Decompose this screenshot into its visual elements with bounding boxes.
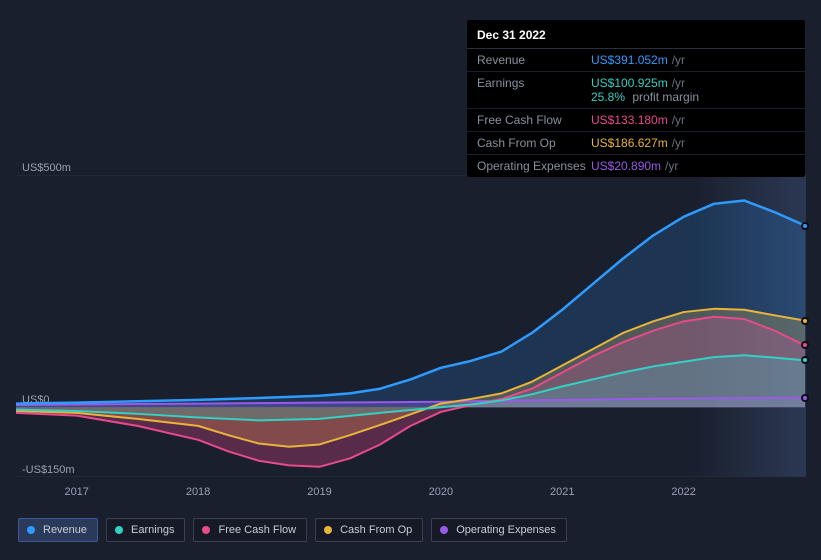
tooltip-unit: /yr xyxy=(665,159,678,173)
tooltip-row: Free Cash FlowUS$133.180m/yr xyxy=(467,109,805,132)
legend-swatch xyxy=(115,526,123,534)
tooltip-value: US$20.890m xyxy=(591,159,661,173)
series-marker-cash_from_op xyxy=(801,317,809,325)
tooltip-unit: /yr xyxy=(672,136,685,150)
tooltip-subvalue: 25.8% xyxy=(591,90,625,104)
tooltip-row: Cash From OpUS$186.627m/yr xyxy=(467,132,805,155)
series-marker-earnings xyxy=(801,356,809,364)
tooltip-label: Operating Expenses xyxy=(477,159,591,173)
legend-item-cash_from_op[interactable]: Cash From Op xyxy=(315,518,423,542)
tooltip-value: US$100.925m xyxy=(591,76,668,90)
tooltip-unit: /yr xyxy=(672,76,685,90)
tooltip-label: Earnings xyxy=(477,76,591,90)
legend-swatch xyxy=(324,526,332,534)
financials-chart[interactable] xyxy=(16,175,805,477)
tooltip-value: US$133.180m xyxy=(591,113,668,127)
y-axis-label: US$500m xyxy=(22,162,71,174)
chart-legend: Revenue Earnings Free Cash Flow Cash From O… xyxy=(18,518,567,542)
tooltip-value: US$186.627m xyxy=(591,136,668,150)
legend-swatch xyxy=(27,526,35,534)
tooltip-row: EarningsUS$100.925m/yr 25.8% profit margi… xyxy=(467,72,805,109)
tooltip-unit: /yr xyxy=(672,53,685,67)
legend-label: Earnings xyxy=(131,524,174,536)
legend-item-revenue[interactable]: Revenue xyxy=(18,518,98,542)
tooltip-label: Revenue xyxy=(477,53,591,67)
legend-label: Operating Expenses xyxy=(456,524,556,536)
x-axis-label: 2017 xyxy=(64,486,88,498)
legend-item-operating_expenses[interactable]: Operating Expenses xyxy=(431,518,567,542)
legend-label: Free Cash Flow xyxy=(218,524,296,536)
series-marker-operating_expenses xyxy=(801,394,809,402)
x-axis-label: 2018 xyxy=(186,486,210,498)
tooltip-row: RevenueUS$391.052m/yr xyxy=(467,49,805,72)
tooltip-label: Free Cash Flow xyxy=(477,113,591,127)
x-axis-label: 2019 xyxy=(307,486,331,498)
chart-tooltip: Dec 31 2022 RevenueUS$391.052m/yrEarning… xyxy=(467,20,805,177)
legend-swatch xyxy=(202,526,210,534)
legend-label: Revenue xyxy=(43,524,87,536)
tooltip-unit: /yr xyxy=(672,113,685,127)
series-marker-free_cash_flow xyxy=(801,341,809,349)
tooltip-value: US$391.052m xyxy=(591,53,668,67)
x-axis-label: 2022 xyxy=(671,486,695,498)
legend-swatch xyxy=(440,526,448,534)
x-axis-label: 2021 xyxy=(550,486,574,498)
series-marker-revenue xyxy=(801,222,809,230)
series-area-revenue xyxy=(16,201,805,408)
tooltip-row: Operating ExpensesUS$20.890m/yr xyxy=(467,155,805,177)
tooltip-sublabel: profit margin xyxy=(629,90,699,104)
x-axis-label: 2020 xyxy=(429,486,453,498)
legend-item-free_cash_flow[interactable]: Free Cash Flow xyxy=(193,518,307,542)
tooltip-date: Dec 31 2022 xyxy=(467,20,805,49)
tooltip-label: Cash From Op xyxy=(477,136,591,150)
legend-item-earnings[interactable]: Earnings xyxy=(106,518,185,542)
legend-label: Cash From Op xyxy=(340,524,412,536)
